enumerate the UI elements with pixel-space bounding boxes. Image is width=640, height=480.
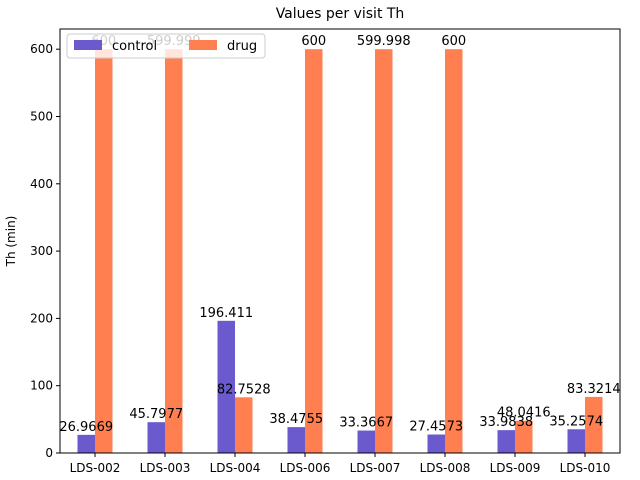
bar-drug-LDS-009 — [515, 420, 533, 453]
x-tick-label: LDS-010 — [560, 461, 611, 475]
legend-swatch-drug — [189, 40, 217, 50]
y-tick-label: 100 — [30, 379, 53, 393]
data-label-control-LDS-006: 38.4755 — [269, 412, 323, 427]
data-label-drug-LDS-010: 83.3214 — [567, 382, 621, 397]
legend: control drug — [66, 33, 266, 59]
x-tick-label: LDS-003 — [140, 461, 191, 475]
y-tick-label: 0 — [45, 446, 53, 460]
data-label-drug-LDS-006: 600 — [301, 34, 326, 49]
data-labels-layer: 26.966960045.7977599.999196.41182.752838… — [59, 34, 620, 435]
data-label-drug-LDS-007: 599.998 — [357, 34, 411, 49]
data-label-control-LDS-004: 196.411 — [199, 306, 253, 321]
bar-control-LDS-002 — [77, 434, 95, 453]
bar-drug-LDS-002 — [95, 49, 113, 453]
data-label-drug-LDS-004: 82.7528 — [217, 382, 271, 397]
chart-title: Values per visit Th — [276, 6, 405, 22]
bar-control-LDS-003 — [147, 422, 165, 453]
x-tick-label: LDS-004 — [210, 461, 261, 475]
bar-control-LDS-006 — [287, 427, 305, 453]
legend-swatch-control — [74, 40, 102, 50]
data-label-control-LDS-002: 26.9669 — [59, 420, 113, 435]
bar-drug-LDS-008 — [445, 49, 463, 453]
data-label-control-LDS-008: 27.4573 — [409, 420, 463, 435]
y-tick-label: 400 — [30, 177, 53, 191]
y-tick-label: 500 — [30, 109, 53, 123]
y-tick-label: 300 — [30, 244, 53, 258]
bar-control-LDS-008 — [427, 434, 445, 453]
data-label-control-LDS-003: 45.7977 — [129, 407, 183, 422]
bars-layer — [77, 49, 603, 453]
x-tick-label: LDS-002 — [70, 461, 121, 475]
bar-drug-LDS-006 — [305, 49, 323, 453]
bar-control-LDS-004 — [217, 320, 235, 453]
x-tick-label: LDS-009 — [490, 461, 541, 475]
bar-drug-LDS-007 — [375, 49, 393, 453]
y-ticks: 0 100 200 300 400 500 600 — [30, 42, 60, 460]
bar-control-LDS-007 — [357, 430, 375, 453]
plot-frame — [59, 28, 621, 454]
legend-label-control: control — [112, 39, 157, 54]
bar-drug-LDS-010 — [585, 396, 603, 453]
x-ticks: LDS-002 LDS-003 LDS-004 LDS-006 LDS-007 LDS-0… — [70, 453, 611, 475]
bar-drug-LDS-003 — [165, 49, 183, 453]
data-label-control-LDS-007: 33.3667 — [339, 416, 393, 431]
legend-label-drug: drug — [227, 39, 257, 54]
data-label-drug-LDS-009: 48.0416 — [497, 406, 551, 421]
bar-control-LDS-010 — [567, 429, 585, 453]
y-tick-label: 600 — [30, 42, 53, 56]
bar-control-LDS-009 — [497, 430, 515, 453]
x-tick-label: LDS-006 — [280, 461, 331, 475]
data-label-control-LDS-009: 33.9838 — [479, 415, 533, 430]
bar-drug-LDS-004 — [235, 397, 253, 453]
data-label-drug-LDS-008: 600 — [441, 34, 466, 49]
x-tick-label: LDS-007 — [350, 461, 401, 475]
x-tick-label: LDS-008 — [420, 461, 471, 475]
y-axis-label: Th (min) — [4, 216, 18, 268]
data-label-control-LDS-010: 35.2574 — [549, 414, 603, 429]
y-tick-label: 200 — [30, 311, 53, 325]
